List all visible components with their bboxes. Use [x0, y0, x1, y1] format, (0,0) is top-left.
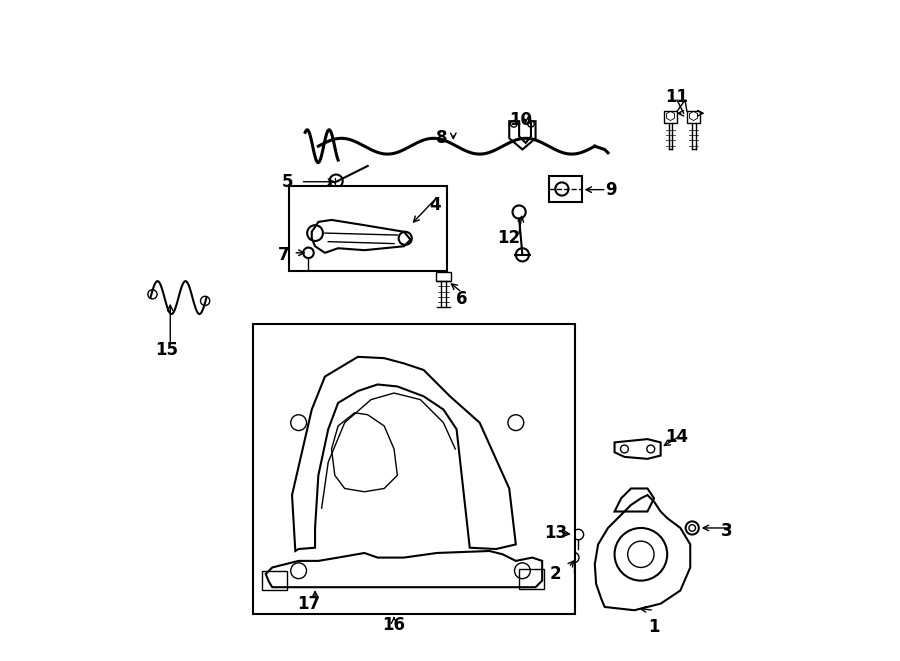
Text: 2: 2 [550, 565, 561, 583]
Text: 17: 17 [297, 595, 320, 613]
Text: 1: 1 [648, 617, 660, 636]
Text: 4: 4 [429, 196, 441, 214]
Text: 11: 11 [666, 88, 688, 106]
Text: 15: 15 [156, 341, 178, 359]
Bar [664, 111, 677, 123]
Bar [253, 324, 575, 613]
Text: 12: 12 [498, 229, 521, 247]
Bar [436, 272, 451, 281]
Text: 16: 16 [382, 617, 406, 635]
Text: 3: 3 [721, 522, 733, 540]
Text: 10: 10 [509, 111, 533, 129]
Bar [289, 186, 446, 271]
Text: 5: 5 [282, 173, 293, 191]
Text: 13: 13 [544, 524, 567, 542]
Text: 8: 8 [436, 130, 448, 147]
Text: 14: 14 [665, 428, 688, 446]
Bar [687, 111, 700, 123]
Bar [519, 568, 544, 588]
Text: 9: 9 [606, 180, 617, 199]
Text: 7: 7 [278, 247, 290, 264]
Text: 6: 6 [456, 290, 468, 308]
Bar [263, 570, 287, 590]
